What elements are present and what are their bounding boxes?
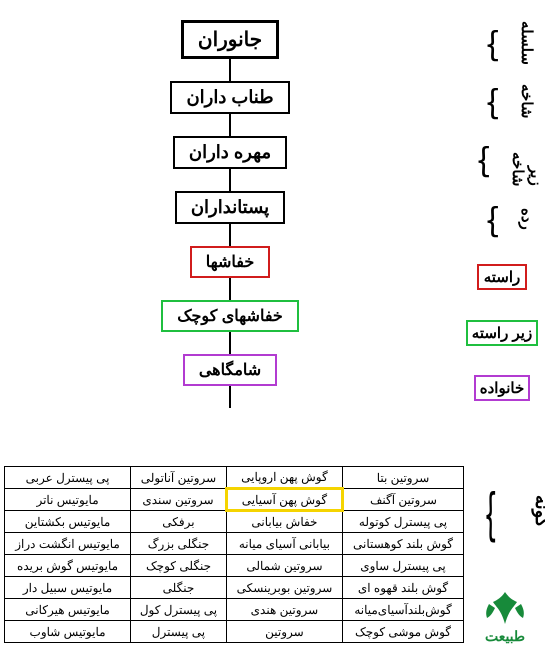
connector (229, 224, 231, 246)
brace-icon: ﹜ (469, 77, 517, 125)
species-cell: خفاش بیابانی (226, 511, 342, 533)
connector (229, 386, 231, 408)
table-row: سروتین آگنفگوش پهن آسیاییسروتین سندیمایو… (5, 489, 464, 511)
species-cell: گوش موشی کوچک (343, 621, 464, 643)
taxonomy-hierarchy: جانوران طناب داران مهره داران پستانداران… (0, 20, 460, 408)
node-class: پستانداران (175, 191, 285, 224)
species-cell: مایوتیس ناتر (5, 489, 131, 511)
nature-logo: طبیعت (475, 590, 535, 645)
species-cell: گوش بلند قهوه ای (343, 577, 464, 599)
rank-label-phylum: شاخه ﹜ (469, 72, 535, 130)
rank-label-kingdom: سلسله ﹜ (469, 14, 535, 72)
node-kingdom: جانوران (181, 20, 279, 59)
node-subphylum: مهره داران (173, 136, 287, 169)
species-cell: مایوتیس بکشتاین (5, 511, 131, 533)
connector (229, 278, 231, 300)
connector (229, 59, 231, 81)
rank-label-family: خانواده (474, 362, 530, 414)
connector (229, 332, 231, 354)
rank-label-subphylum: زیر شاخه ﹜ (460, 130, 544, 188)
table-row: سروتین بتاگوش پهن اروپاییسروتین آناتولیپ… (5, 467, 464, 489)
species-cell: مایوتیس شاوب (5, 621, 131, 643)
species-cell: گوش بلند کوهستانی (343, 533, 464, 555)
table-row: پی پیسترل کوتولهخفاش بیابانیبرفکیمایوتیس… (5, 511, 464, 533)
species-cell: جنگلی بزرگ (131, 533, 227, 555)
table-row: گوش موشی کوچکسروتینپی پیسترلمایوتیس شاوب (5, 621, 464, 643)
species-cell: پی پیسترل عربی (5, 467, 131, 489)
node-family: شامگاهی (183, 354, 277, 386)
rank-label-class: رده ﹜ (469, 188, 535, 250)
rank-label-suborder: زیر راسته (466, 304, 538, 362)
species-cell: جنگلی کوچک (131, 555, 227, 577)
node-suborder: خفاشهای کوچک (161, 300, 299, 332)
species-cell: برفکی (131, 511, 227, 533)
species-cell: گوش پهن اروپایی (226, 467, 342, 489)
species-cell: سروتین (226, 621, 342, 643)
species-cell: سروتین آناتولی (131, 467, 227, 489)
species-cell: سروتین شمالی (226, 555, 342, 577)
brace-icon: ﹜ (469, 19, 517, 67)
species-cell: بیابانی آسیای میانه (226, 533, 342, 555)
species-cell: پی پیسترل (131, 621, 227, 643)
species-cell: سروتین سندی (131, 489, 227, 511)
rank-label-order: راسته (477, 250, 527, 304)
species-cell: پی پیسترل کوتوله (343, 511, 464, 533)
brace-icon: ﹜ (471, 471, 511, 551)
connector (229, 169, 231, 191)
species-cell: گوش‌بلندآسیای‌میانه (343, 599, 464, 621)
species-cell: سروتین بتا (343, 467, 464, 489)
species-cell: پی پیسترل کول (131, 599, 227, 621)
species-cell: مایوتیس سبیل دار (5, 577, 131, 599)
table-row: گوش‌بلندآسیای‌میانهسروتین هندیپی پیسترل … (5, 599, 464, 621)
node-order: خفاشها (190, 246, 271, 278)
brace-icon: ﹜ (469, 195, 517, 243)
species-cell: سروتین آگنف (343, 489, 464, 511)
table-row: گوش بلند قهوه ایسروتین بوبرینسکیجنگلیمای… (5, 577, 464, 599)
table-row: پی پیسترل ساویسروتین شمالیجنگلی کوچکمایو… (5, 555, 464, 577)
node-phylum: طناب داران (170, 81, 289, 114)
leaf-logo-icon (483, 590, 527, 626)
species-cell: مایوتیس هیرکانی (5, 599, 131, 621)
species-table: سروتین بتاگوش پهن اروپاییسروتین آناتولیپ… (4, 466, 464, 643)
species-cell: پی پیسترل ساوی (343, 555, 464, 577)
species-side-label: گونه ﹜ (463, 466, 541, 556)
species-cell: مایوتیس گوش بریده (5, 555, 131, 577)
species-cell: مایوتیس انگشت دراز (5, 533, 131, 555)
species-cell: سروتین بوبرینسکی (226, 577, 342, 599)
species-cell: سروتین هندی (226, 599, 342, 621)
brace-icon: ﹜ (460, 135, 508, 183)
species-cell: گوش پهن آسیایی (226, 489, 342, 511)
connector (229, 114, 231, 136)
species-cell: جنگلی (131, 577, 227, 599)
rank-labels-column: سلسله ﹜ شاخه ﹜ زیر شاخه ﹜ رده ﹜ راسته زی… (463, 14, 541, 414)
table-row: گوش بلند کوهستانیبیابانی آسیای میانهجنگل… (5, 533, 464, 555)
